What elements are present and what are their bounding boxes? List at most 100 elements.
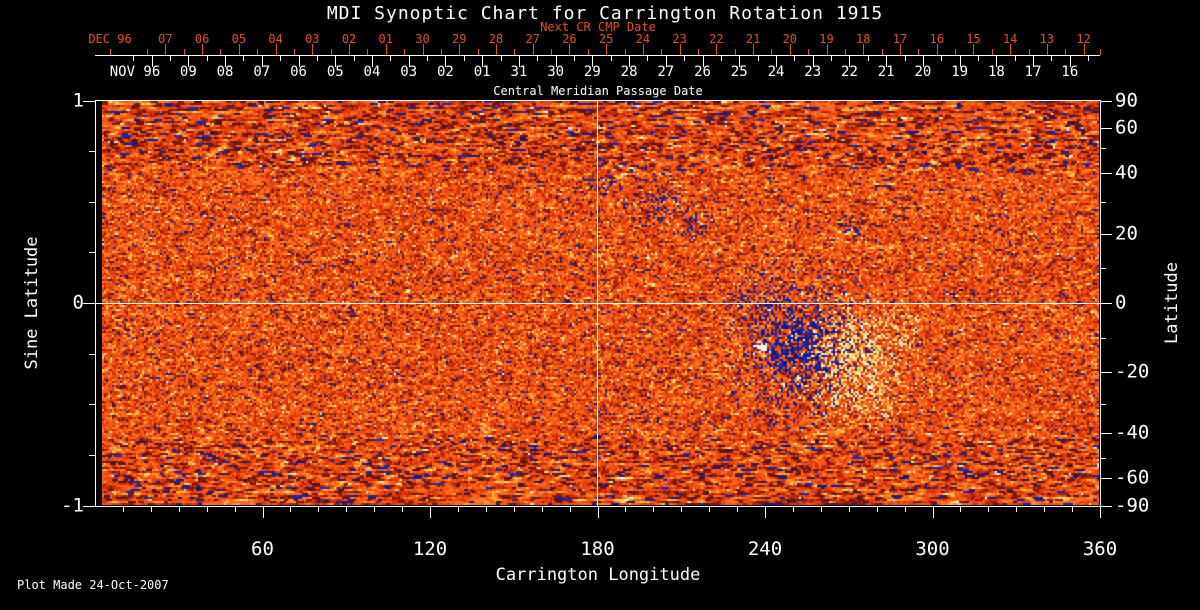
top-axis-white-halfday-tick (133, 55, 135, 61)
top-axis-white-halfday-tick (573, 55, 575, 61)
longitude-tick (150, 506, 152, 512)
top-axis-red-day-tick (826, 44, 828, 55)
latitude-tick-label: 0 (1115, 291, 1127, 314)
top-axis-white-day-label: 30 (547, 64, 565, 80)
top-axis-white-day-label: 31 (510, 64, 528, 80)
top-axis-red-halfday-tick (955, 49, 957, 55)
longitude-tick (597, 506, 599, 518)
top-axis-red-day-tick (863, 44, 865, 55)
latitude-tick (1100, 433, 1112, 435)
top-axis-red-day-tick (495, 44, 497, 55)
top-axis-red-day-label: 16 (929, 32, 944, 46)
longitude-tick-label: 120 (412, 538, 448, 560)
top-axis-red-day-label: 28 (488, 32, 504, 46)
latitude-tick-label: 90 (1115, 89, 1138, 112)
longitude-tick (876, 506, 878, 512)
top-axis-white-day-tick (592, 55, 594, 67)
top-axis-white-day-label: 04 (363, 64, 381, 80)
sine-latitude-tick (89, 252, 95, 254)
top-axis-white-halfday-tick (684, 55, 686, 61)
top-axis-red-day-label: 13 (1039, 32, 1055, 46)
top-axis-red-halfday-tick (220, 49, 222, 55)
top-axis-white-day-tick (225, 55, 227, 67)
longitude-tick (960, 506, 962, 512)
top-axis-red-day-label: 04 (268, 32, 283, 46)
top-axis-white-day-label: 24 (767, 64, 785, 80)
top-axis-red-day-label: 23 (672, 32, 687, 46)
top-axis-white-day-tick (959, 55, 961, 67)
sine-latitude-tick-label: 1 (72, 89, 84, 112)
latitude-tick (1100, 127, 1112, 129)
top-axis-white-halfday-tick (316, 55, 318, 61)
sine-latitude-tick (83, 100, 95, 102)
top-axis-red-day-tick (385, 44, 387, 55)
top-axis-white-day-label: 03 (400, 64, 418, 80)
top-axis-white-halfday-tick (463, 55, 465, 61)
top-axis-red-day-tick (312, 44, 314, 55)
top-axis-red-day-tick (165, 44, 167, 55)
top-axis-red-halfday-tick (808, 49, 810, 55)
top-axis-white-day-label: 17 (1024, 64, 1042, 80)
top-axis-white-day-tick (1069, 55, 1071, 67)
top-axis-white-day-tick (555, 55, 557, 67)
top-axis-red-day-tick (789, 44, 791, 55)
top-axis-red-day-label: 02 (341, 32, 357, 46)
top-axis-white-day-label: 02 (437, 64, 454, 80)
latitude-tick (1100, 303, 1112, 304)
sine-latitude-axis: 1 0 -1 (0, 0, 100, 610)
top-axis-white-day-tick (188, 55, 190, 67)
latitude-tick (1100, 233, 1112, 235)
longitude-tick (1100, 506, 1101, 518)
top-axis-red-day-label: 06 (194, 32, 210, 46)
top-axis-red-day-tick (349, 44, 351, 55)
top-axis-white-day-label: 25 (730, 64, 748, 80)
longitude-tick (346, 506, 348, 512)
carrington-longitude-axis-title: Carrington Longitude (495, 565, 701, 585)
top-axis-red-day-tick (459, 44, 461, 55)
chart-title: MDI Synoptic Chart for Carrington Rotati… (326, 3, 884, 24)
longitude-tick (402, 506, 404, 512)
longitude-tick (457, 506, 459, 512)
longitude-tick (709, 506, 711, 512)
top-axis-red-halfday-tick (697, 49, 699, 55)
latitude-tick-label: -20 (1115, 360, 1150, 383)
top-axis-white-day-label: 22 (841, 64, 858, 80)
sine-latitude-tick (89, 404, 95, 406)
longitude-tick (792, 506, 794, 512)
top-axis-white-halfday-tick (1051, 55, 1053, 61)
top-axis-white-halfday-tick (720, 55, 722, 61)
top-axis-red-halfday-tick (551, 49, 553, 55)
top-axis-red-halfday-tick (293, 49, 295, 55)
top-axis-white-day-label: 06 (290, 64, 307, 80)
top-axis-white-halfday-tick (941, 55, 943, 61)
top-axis-white-day-label: 20 (914, 64, 932, 80)
longitude-tick-label: 180 (580, 538, 615, 560)
sine-latitude-axis-title: Sine Latitude (22, 236, 42, 370)
top-axis-red-day-tick (1046, 44, 1048, 55)
top-axis-white-day-label: 28 (620, 64, 638, 80)
plot-made-timestamp: Plot Made 24-Oct-2007 (17, 578, 169, 592)
top-axis-white-day-label: 19 (951, 64, 969, 80)
top-axis-red-day-label: 24 (635, 32, 651, 46)
longitude-tick (541, 506, 543, 512)
longitude-tick (513, 506, 515, 512)
top-axis-red-day-tick (1083, 44, 1085, 55)
top-axis-red-halfday-tick (477, 49, 479, 55)
longitude-tick (988, 506, 990, 512)
top-axis-white-day-tick (408, 55, 410, 67)
longitude-tick-label: 240 (747, 538, 783, 560)
top-axis-white-month-label: NOV 96 (109, 64, 161, 80)
longitude-tick (653, 506, 655, 512)
top-axis-red-halfday-tick (844, 49, 846, 55)
top-axis-red-day-label: 18 (856, 32, 871, 46)
top-axis-red-day-tick (202, 44, 204, 55)
top-axis-red-day-label: 05 (231, 32, 247, 46)
top-axis-white-day-tick (482, 55, 484, 67)
longitude-axis: 60 120 180 240 300 360 (0, 500, 1200, 570)
top-axis-white-day-tick (739, 55, 741, 67)
top-axis-red-day-label: 07 (158, 32, 173, 46)
top-axis-red-day-label: 12 (1076, 32, 1091, 46)
latitude-tick-label: 40 (1115, 161, 1138, 184)
meridian-180-gridline (597, 101, 598, 506)
top-axis-red-day-tick (532, 44, 534, 55)
